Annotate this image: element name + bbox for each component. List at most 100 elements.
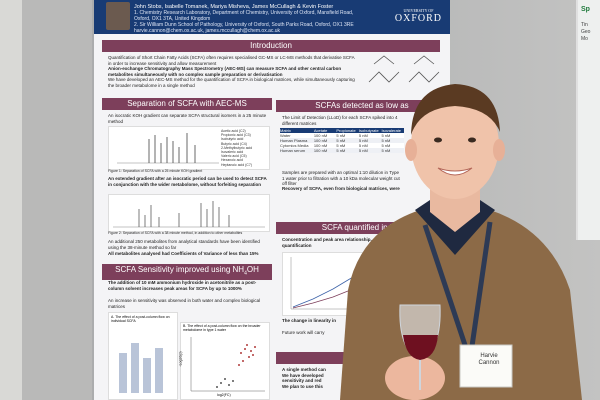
- quant-bullet-1: Concentration and peak area relationship…: [282, 237, 392, 248]
- smile: [437, 167, 473, 176]
- fig2-caption: Figure 2: Separation of SCFA with a 38 m…: [108, 231, 243, 235]
- summary-bullet: A single method can: [282, 367, 326, 372]
- summary-bullets: A single method can We have developed se…: [282, 367, 382, 389]
- nh4oh-title-sub: 4: [244, 270, 247, 277]
- badge-text: Harvie Cannon: [466, 353, 512, 367]
- col-header: Isovalerate: [381, 128, 402, 133]
- poster-affiliations: John Stobs, Isabelle Tomanek, Mariya Mis…: [134, 4, 364, 34]
- wine-glass: [399, 304, 441, 390]
- chromatogram-38min: [108, 194, 270, 232]
- table-row: Human serum 100 nM 5 nM 5 nM 5 nM: [280, 148, 404, 153]
- lod-table: Matrix Acetate Propionate Isobutyrate Is…: [280, 128, 404, 153]
- poster-header: John Stobs, Isabelle Tomanek, Mariya Mis…: [94, 0, 450, 34]
- legend-item: Hexanoic acid: [221, 158, 243, 163]
- badge-surname: Cannon: [478, 360, 500, 366]
- affiliation-1: 1. Chemistry Research Laboratory, Depart…: [134, 10, 354, 22]
- table-cell: 5 nM: [336, 133, 346, 138]
- legend-item: 2-Methylbutyric acid: [221, 145, 253, 150]
- oxford-prefix: UNIVERSITY OF: [403, 8, 434, 13]
- table-cell: 5 nM: [358, 133, 368, 138]
- hand: [385, 356, 445, 400]
- intro-title: Introduction: [102, 40, 440, 52]
- name-badge: [459, 344, 513, 388]
- summary-bullet: We plan to use this: [282, 383, 323, 389]
- nh4-bullet-1: The addition of 10 mM ammonium hydroxide…: [108, 280, 257, 291]
- summary-bullet: We have developed: [282, 372, 324, 378]
- presenter-person: [340, 84, 582, 400]
- left-eye: [434, 137, 442, 143]
- separation-title: Separation of SCFA with AEC-MS: [102, 98, 272, 110]
- hair: [411, 84, 500, 135]
- sep-bullet-2: An extended gradient after an isocratic …: [108, 176, 267, 187]
- nh4-figure-a: A. The effect of a post-column flow on i…: [108, 312, 178, 400]
- adjacent-line: Mo: [581, 36, 588, 42]
- oxford-logo: UNIVERSITY OF OXFORD: [395, 8, 442, 24]
- nh4-figure-b-volcano: B. The effect of a post-column flow on t…: [178, 322, 270, 400]
- table-cell: 5 nM: [336, 148, 346, 153]
- fig-b-label: B. The effect of a post-column flow on t…: [183, 324, 261, 332]
- lanyard: [422, 221, 493, 361]
- table-cell: 5 nM: [381, 138, 391, 143]
- intro-bullets: Quantification of Short Chain Fatty Acid…: [108, 55, 358, 88]
- lod-bullet-1: Samples are prepared with an optimal 1:1…: [282, 170, 400, 186]
- col-header: Propionate: [336, 128, 356, 133]
- table-cell: 5 nM: [381, 143, 391, 148]
- affiliation-2: 2. Sir William Dunn School of Pathology,…: [134, 22, 354, 28]
- legend-item: Propionic acid (C3): [221, 133, 251, 138]
- table-cell: 100 nM: [313, 138, 328, 143]
- legend-item: Valeric acid (C5): [221, 154, 247, 159]
- table-cell: 100 nM: [313, 148, 328, 153]
- sep-bullet-1: An isocratic KOH gradient can separate S…: [108, 113, 267, 124]
- table-cell: Human serum: [280, 148, 306, 153]
- chromatogram-legend: Acetic acid (C2) Propionic acid (C3) Iso…: [221, 129, 252, 167]
- fig-a-label: A. The effect of a post-column flow on i…: [111, 315, 170, 323]
- col-header: Isobutyrate: [358, 128, 379, 133]
- volcano-plot: [190, 337, 265, 392]
- table-cell: Cytomics Media: [280, 143, 309, 148]
- table-cell: 5 nM: [336, 143, 346, 148]
- lod-text: The Limit of Detection (LLoD) for each S…: [282, 115, 398, 126]
- table-row: Cytomics Media 100 nM 5 nM 5 nM 5 nM: [280, 143, 404, 148]
- molecule-structures: [368, 55, 440, 83]
- adjacent-poster-text: Tin Geo Mo: [581, 22, 590, 43]
- legend-item: Isobutyric acid: [221, 137, 244, 142]
- research-poster: John Stobs, Isabelle Tomanek, Mariya Mis…: [94, 0, 450, 400]
- lod-bullet-2: Recovery of SCFA, even from biological m…: [282, 186, 400, 191]
- badge-name: Harvie: [480, 353, 498, 359]
- table-row: Human Plasma 100 nM 5 nM 5 nM 5 nM: [280, 138, 404, 143]
- table-cell: 5 nM: [336, 138, 346, 143]
- intro-bullet: We have developed an AEC-MS method for t…: [108, 77, 355, 88]
- col-header: Acetate: [313, 128, 328, 133]
- volcano-x-label: log2(FC): [217, 393, 231, 397]
- table-cell: 5 nM: [358, 138, 368, 143]
- chromatogram-peaks-2: [113, 201, 265, 228]
- sweater: [340, 210, 582, 400]
- volcano-y-label: -Log10(p): [178, 351, 183, 367]
- poster-authors: John Stobs, Isabelle Tomanek, Mariya Mis…: [134, 4, 334, 10]
- right-eye: [468, 137, 476, 143]
- adjacent-line: Tin: [581, 22, 588, 28]
- chromatogram-peaks: [117, 133, 219, 164]
- fig1-caption: Figure 1: Separation of SCFA with a 25 m…: [108, 169, 203, 173]
- wall-panel: [0, 0, 22, 400]
- nh4oh-title: SCFA Sensitivity improved using NH4OH: [102, 264, 272, 280]
- table-cell: Water: [280, 133, 291, 138]
- sep-bullet-3: An additional 250 metabolites from analy…: [108, 239, 260, 250]
- table-cell: 5 nM: [381, 148, 391, 153]
- summary-bullet: sensitivity and red: [282, 378, 322, 383]
- quant-bullet-3: Future work will carry: [282, 330, 325, 335]
- lod-table-header: Matrix Acetate Propionate Isobutyrate Is…: [280, 128, 404, 133]
- nh4oh-title-text: SCFA Sensitivity improved using NH: [115, 265, 245, 274]
- adjacent-line: Geo: [581, 29, 591, 35]
- lod-title: SCFAs detected as low as: [276, 100, 448, 112]
- wall-panel-shadow: [22, 0, 92, 400]
- legend-item: Heptanoic acid (C7): [221, 162, 252, 167]
- table-cell: 5 nM: [358, 148, 368, 153]
- legend-item: Isovaleric acid: [221, 150, 244, 155]
- fig-a-bars: [119, 343, 163, 393]
- col-header: Matrix: [280, 128, 291, 133]
- table-cell: 5 nM: [381, 133, 391, 138]
- right-ear: [493, 139, 505, 161]
- legend-item: Acetic acid (C2): [221, 129, 246, 133]
- table-cell: 100 nM: [313, 133, 328, 138]
